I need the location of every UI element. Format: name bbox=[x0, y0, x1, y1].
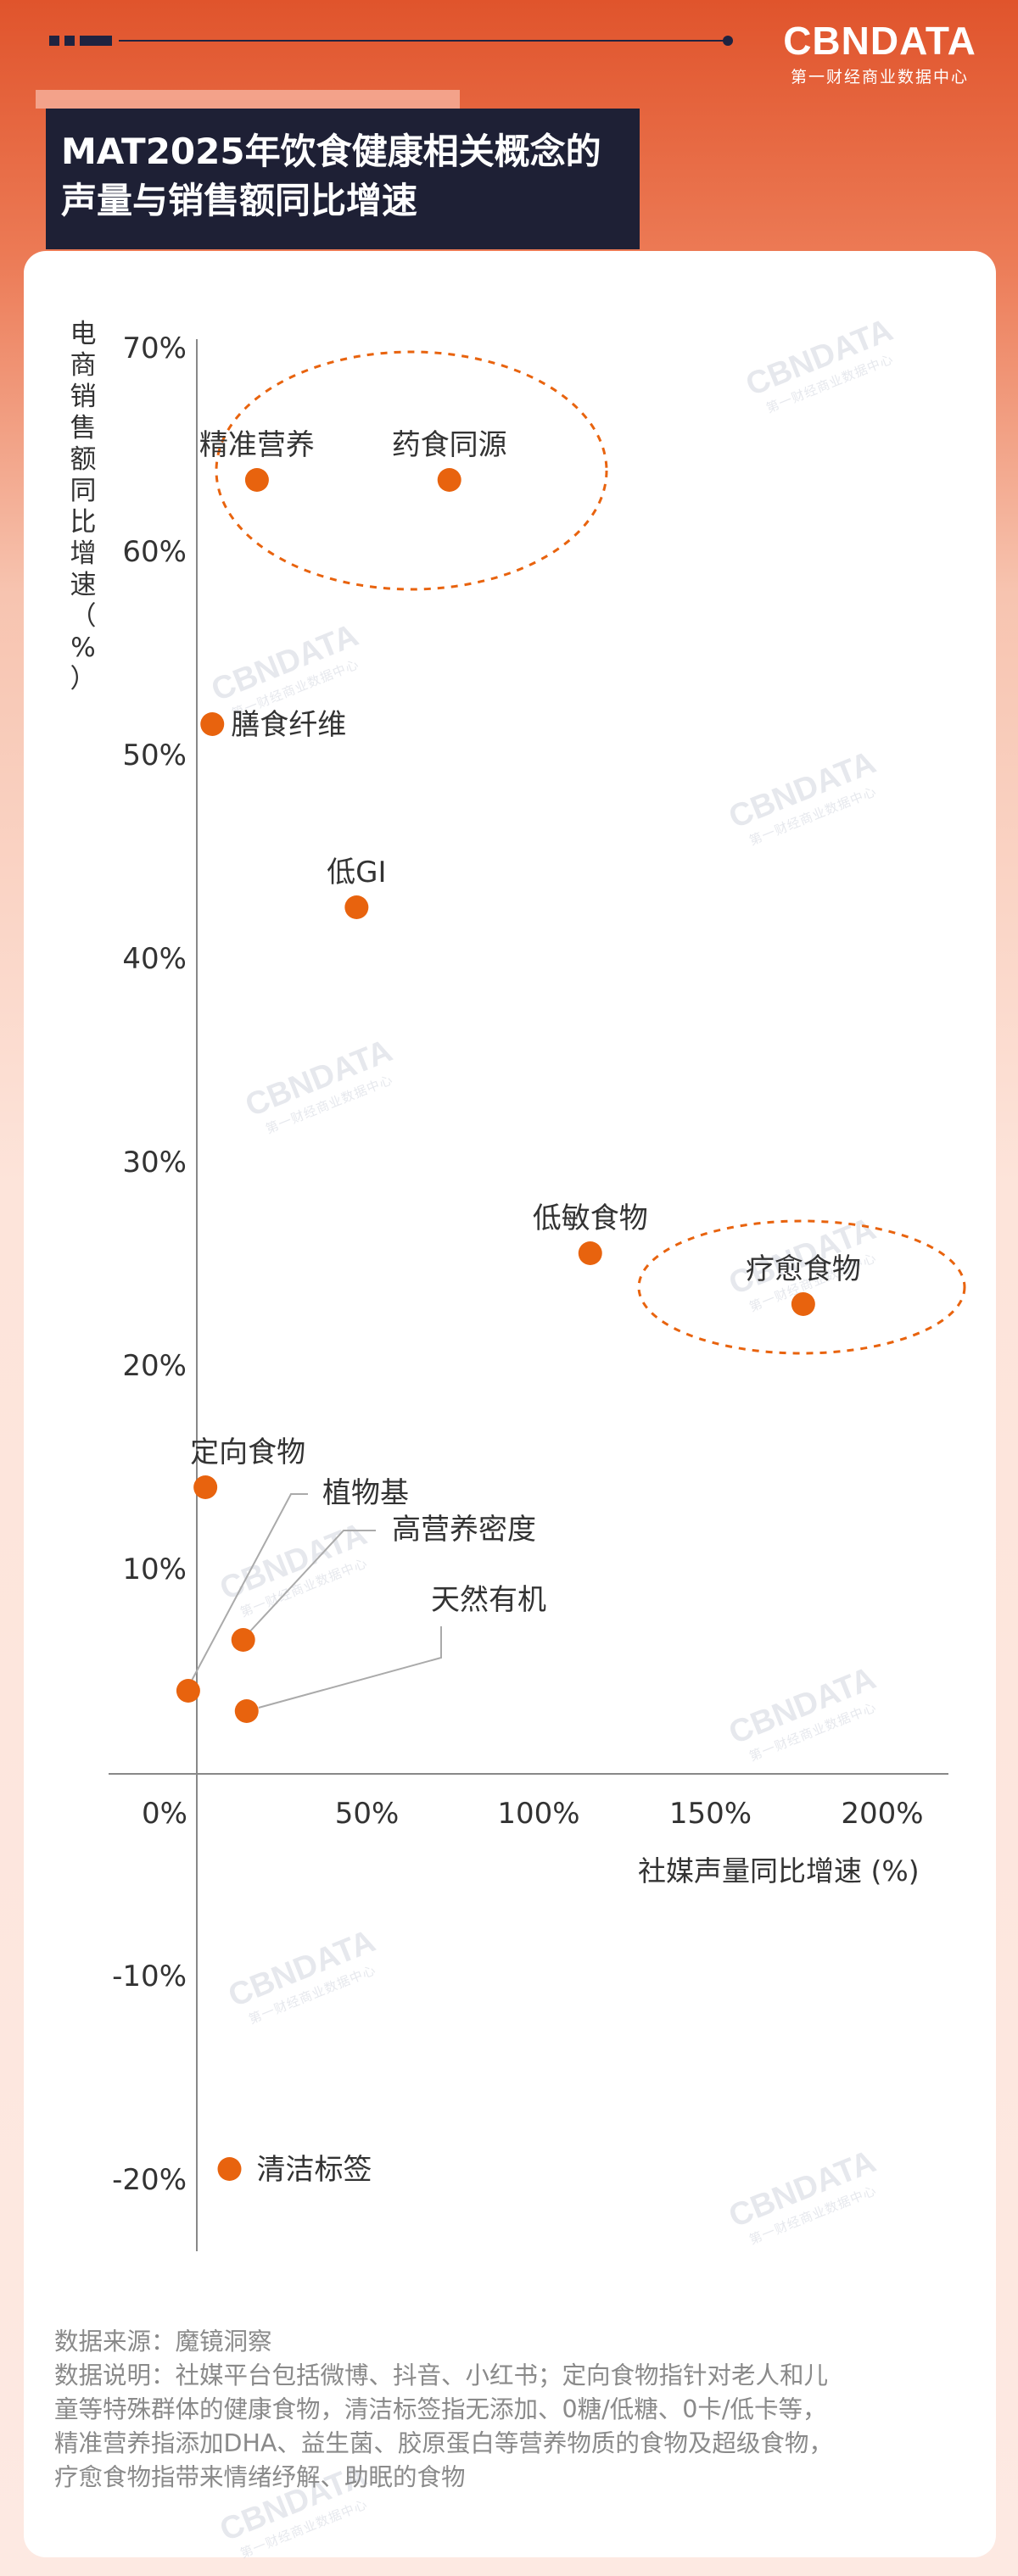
leader-line bbox=[249, 1530, 376, 1632]
point-label: 精准营养 bbox=[199, 428, 315, 462]
y-tick-label: 10% bbox=[122, 1553, 187, 1586]
logo-text: CBNDATA bbox=[783, 19, 976, 63]
x-tick-label: 200% bbox=[841, 1797, 923, 1831]
data-point bbox=[200, 712, 225, 736]
point-label: 膳食纤维 bbox=[231, 708, 346, 742]
data-point bbox=[344, 895, 369, 919]
highlight-ellipse bbox=[215, 350, 608, 591]
leader-line bbox=[258, 1626, 442, 1709]
data-point bbox=[217, 2157, 242, 2181]
y-tick-label: 60% bbox=[122, 535, 187, 569]
title-line-1: MAT2025年饮食健康相关概念的 bbox=[61, 131, 601, 172]
data-point bbox=[176, 1679, 200, 1703]
y-tick-label: -20% bbox=[112, 2163, 187, 2197]
logo-subtitle: 第一财经商业数据中心 bbox=[790, 68, 969, 86]
x-tick-label: 100% bbox=[497, 1797, 579, 1831]
footnote-note-2: 童等特殊群体的健康食物，清洁标签指无添加、0糖/低糖、0卡/低卡等， bbox=[54, 2395, 827, 2423]
y-tick-label: 20% bbox=[122, 1349, 187, 1383]
title-line-2: 声量与销售额同比增速 bbox=[61, 180, 418, 221]
footnote-note-1: 数据说明：社媒平台包括微博、抖音、小红书；定向食物指针对老人和儿 bbox=[54, 2361, 829, 2389]
point-label: 低GI bbox=[327, 856, 386, 889]
data-point bbox=[578, 1241, 602, 1265]
point-label: 植物基 bbox=[322, 1476, 409, 1510]
chart-card bbox=[24, 251, 996, 2557]
brand-logo: CBNDATA 第一财经商业数据中心 bbox=[774, 19, 986, 87]
title-banner: MAT2025年饮食健康相关概念的 声量与销售额同比增速 bbox=[36, 90, 640, 249]
data-point bbox=[437, 468, 461, 492]
data-point bbox=[193, 1475, 218, 1499]
footnote: 数据来源：魔镜洞察 数据说明：社媒平台包括微博、抖音、小红书；定向食物指针对老人… bbox=[54, 2325, 970, 2495]
y-tick-label: 30% bbox=[122, 1146, 187, 1179]
data-point bbox=[244, 468, 269, 492]
footnote-note-4: 疗愈食物指带来情绪纾解、助眠的食物 bbox=[54, 2463, 466, 2491]
point-label: 药食同源 bbox=[392, 428, 507, 462]
y-tick-label: 70% bbox=[122, 332, 187, 365]
point-label: 定向食物 bbox=[190, 1436, 305, 1469]
header-rule-dot bbox=[723, 36, 733, 46]
point-label: 天然有机 bbox=[431, 1583, 546, 1617]
x-tick-label: 150% bbox=[669, 1797, 752, 1831]
data-point bbox=[791, 1292, 815, 1316]
x-axis-label: 社媒声量同比增速 (%) bbox=[638, 1854, 920, 1887]
point-label: 高营养密度 bbox=[392, 1513, 536, 1547]
data-point bbox=[231, 1628, 255, 1652]
y-tick-label: -10% bbox=[112, 1960, 187, 1993]
header-decoration bbox=[49, 36, 112, 46]
y-tick-label: 50% bbox=[122, 739, 187, 772]
footnote-source: 数据来源：魔镜洞察 bbox=[54, 2328, 272, 2356]
header-rule bbox=[119, 40, 728, 42]
leader-line bbox=[191, 1493, 308, 1681]
footnote-note-3: 精准营养指添加DHA、益生菌、胶原蛋白等营养物质的食物及超级食物， bbox=[54, 2429, 833, 2457]
point-label: 疗愈食物 bbox=[746, 1252, 861, 1286]
y-axis-label: 电商销售额同比增速（%） bbox=[70, 319, 97, 694]
data-point bbox=[234, 1699, 259, 1723]
y-tick-label: 40% bbox=[122, 942, 187, 976]
x-tick-label: 0% bbox=[142, 1797, 187, 1831]
point-label: 低敏食物 bbox=[533, 1202, 648, 1235]
page-title: MAT2025年饮食健康相关概念的 声量与销售额同比增速 bbox=[61, 127, 631, 226]
point-label: 清洁标签 bbox=[257, 2153, 372, 2187]
x-tick-label: 50% bbox=[335, 1797, 400, 1831]
highlight-ellipse bbox=[637, 1219, 966, 1355]
